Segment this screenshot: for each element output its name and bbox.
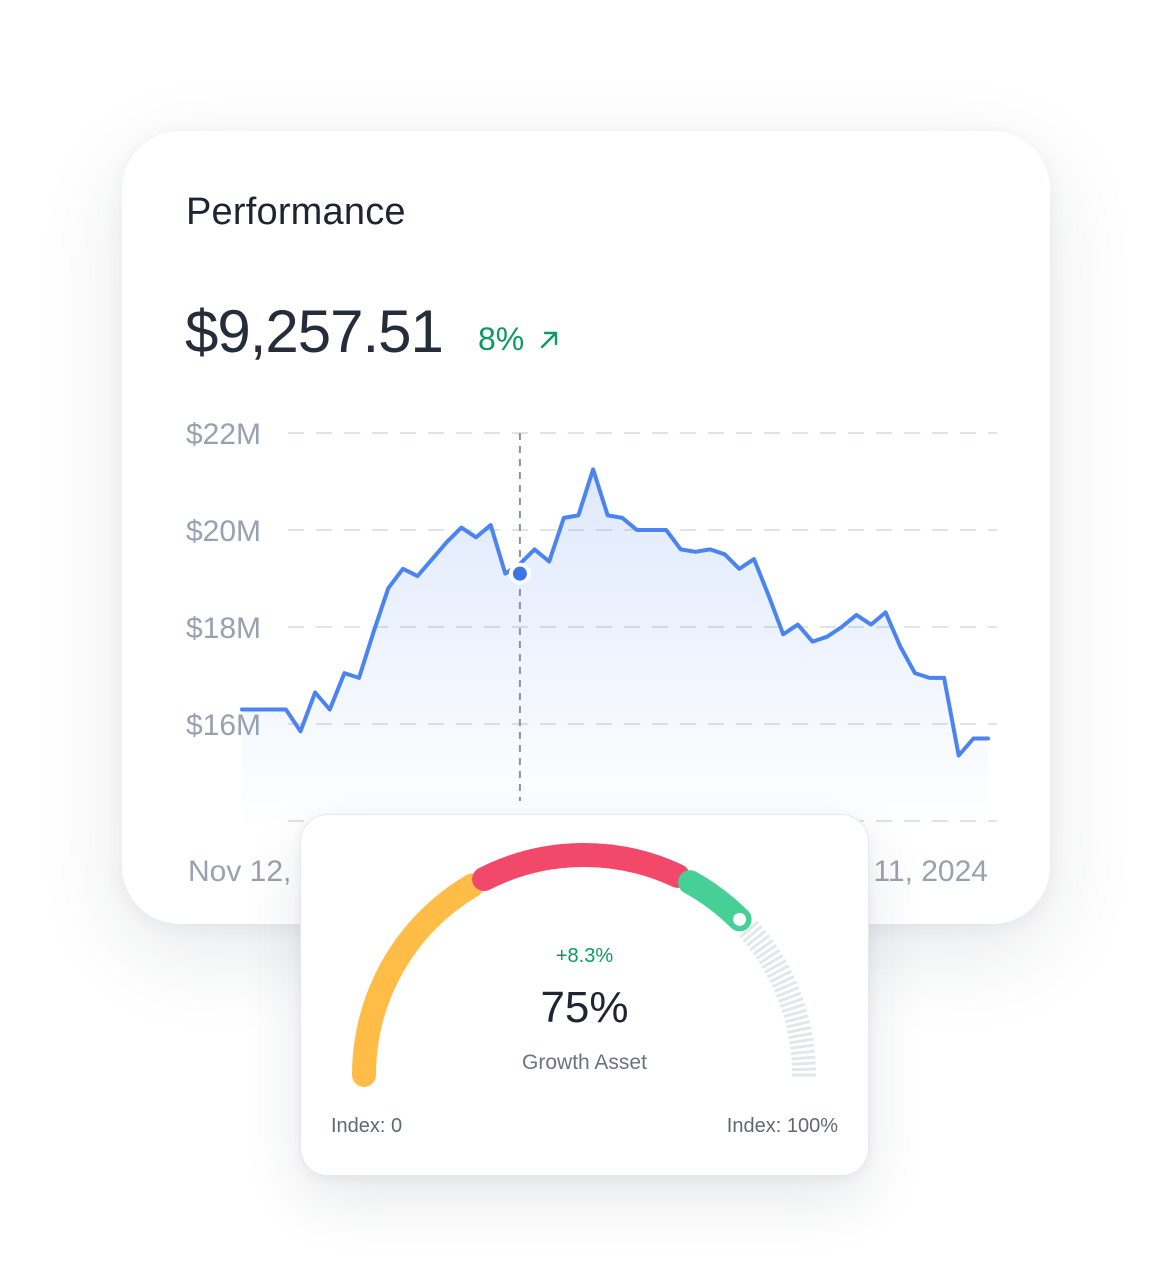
gauge-delta: +8.3% (555, 945, 614, 967)
gauge-max-label: Index: 100% (726, 1115, 838, 1137)
gauge-tick (769, 969, 793, 984)
gauge-tick (764, 959, 787, 974)
gauge-tick (788, 1031, 813, 1040)
change-indicator: 8% (478, 321, 560, 358)
gauge-tick (755, 943, 778, 960)
gauge-tick (749, 934, 771, 952)
portfolio-value: $9,257.51 (185, 298, 444, 365)
chart-hover-point[interactable] (508, 562, 531, 585)
gauge-tick (781, 1002, 806, 1014)
gauge-tick (791, 1055, 816, 1061)
gauge-tick (745, 929, 767, 947)
gauge-tick (791, 1061, 816, 1066)
gauge-tick (784, 1014, 809, 1024)
gauge-tick (776, 986, 800, 998)
growth-gauge (352, 842, 816, 1087)
gauge-tick (761, 954, 784, 969)
y-tick-label: $20M (186, 515, 261, 548)
arrow-up-right-icon (541, 331, 558, 348)
chart-area (242, 469, 988, 831)
gauge-tick (779, 997, 804, 1008)
gauge-min-label: Index: 0 (331, 1115, 403, 1137)
x-axis-end-label: 11, 2024 (873, 855, 988, 888)
gauge-tick (783, 1008, 808, 1019)
gauge-segment (352, 873, 484, 1087)
chart-line (240, 467, 990, 758)
gauge-card: +8.3% 75% Growth Asset Index: 0 Index: 1… (300, 814, 869, 1176)
y-tick-label: $22M (186, 418, 261, 451)
performance-card: $22M $20M $18M $16M Nov 12, 2 11, 2024 Perf… (122, 131, 1050, 924)
gauge-label: Growth Asset (522, 1051, 647, 1074)
card-title: Performance (186, 191, 406, 233)
x-axis-start-label: Nov 12, 2 (188, 855, 316, 888)
gauge-tick (771, 975, 795, 988)
gauge-tick (742, 924, 763, 943)
gauge-tick (758, 948, 781, 965)
gauge-tick (766, 964, 790, 979)
gauge-tick (786, 1020, 811, 1029)
y-tick-label: $18M (186, 612, 261, 645)
gauge-tick (789, 1037, 814, 1045)
gauge-value: 75% (540, 983, 629, 1032)
gauge-tick (778, 991, 802, 1003)
gauge-segment (472, 842, 690, 891)
gauge-tick (790, 1049, 815, 1056)
gauge-tick (773, 980, 798, 993)
gauge-tick (791, 1067, 816, 1072)
performance-chart: $22M$20M$18M$16M Nov 12, 2 11, 2024 (186, 418, 997, 888)
gauge-tick (787, 1025, 812, 1034)
change-percent: 8% (478, 321, 525, 357)
gauge-tick (752, 939, 774, 956)
gauge-tick (739, 920, 759, 939)
gauge-tick (790, 1043, 815, 1050)
gauge-knob[interactable] (728, 907, 752, 931)
